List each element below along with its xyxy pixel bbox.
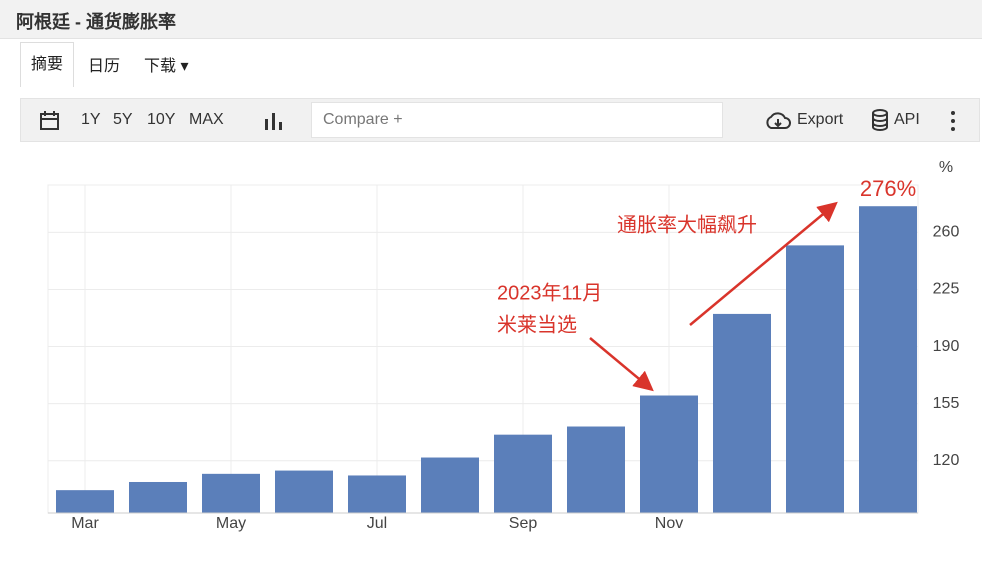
header-bar: 阿根廷 - 通货膨胀率 <box>0 0 982 39</box>
compare-input[interactable]: Compare + <box>311 102 723 138</box>
api-icon[interactable] <box>871 109 889 131</box>
bar <box>713 313 771 513</box>
annotation-arrow <box>589 337 654 392</box>
tab[interactable]: 摘要 <box>20 42 74 87</box>
x-tick-label: Sep <box>509 515 538 532</box>
y-axis-unit: % <box>939 159 953 176</box>
bar <box>56 490 114 513</box>
x-tick-label: Mar <box>71 515 99 532</box>
y-tick-label: 260 <box>933 224 960 241</box>
range-button[interactable]: 5Y <box>113 111 133 128</box>
range-button[interactable]: 10Y <box>147 111 176 128</box>
bar <box>786 245 844 513</box>
bar <box>275 470 333 513</box>
bar <box>202 473 260 513</box>
menu-icon[interactable] <box>949 110 957 132</box>
export-icon[interactable] <box>765 110 791 132</box>
bar <box>567 426 625 513</box>
x-tick-label: Nov <box>655 515 683 532</box>
chart-type-icon[interactable] <box>264 111 284 131</box>
tab[interactable]: 日历 <box>88 58 121 75</box>
value-label: 276% <box>860 176 916 201</box>
bar <box>640 395 698 513</box>
range-button[interactable]: MAX <box>189 111 224 128</box>
y-tick-label: 155 <box>933 395 960 412</box>
bar <box>421 457 479 513</box>
bar <box>494 434 552 513</box>
y-tick-label: 120 <box>933 452 960 469</box>
y-tick-label: 190 <box>933 338 960 355</box>
x-tick-label: May <box>216 515 246 532</box>
tab-label[interactable]: 下载 <box>144 58 177 75</box>
calendar-icon[interactable] <box>39 110 61 132</box>
api-button[interactable]: API <box>894 111 920 128</box>
page-title: 阿根廷 - 通货膨胀率 <box>16 12 176 32</box>
toolbar: 1Y 5Y 10Y MAX Compare + Export API <box>20 98 980 142</box>
annotation-arrow <box>689 201 838 326</box>
bar <box>129 481 187 513</box>
x-tick-label: Jul <box>367 515 387 532</box>
y-tick-label: 225 <box>933 281 960 298</box>
bar <box>859 206 917 513</box>
annotation: 2023年11月 <box>497 281 602 304</box>
bar <box>348 475 406 513</box>
export-button[interactable]: Export <box>797 111 844 128</box>
annotation: 米莱当选 <box>497 313 577 336</box>
annotation: 通胀率大幅飙升 <box>617 213 757 236</box>
tab[interactable]: 下载 ▾ <box>144 58 189 75</box>
range-button[interactable]: 1Y <box>81 111 101 128</box>
chart: % 120 155 190 225 260 Mar May Jul Sep Nov 276% 202… <box>47 159 960 532</box>
